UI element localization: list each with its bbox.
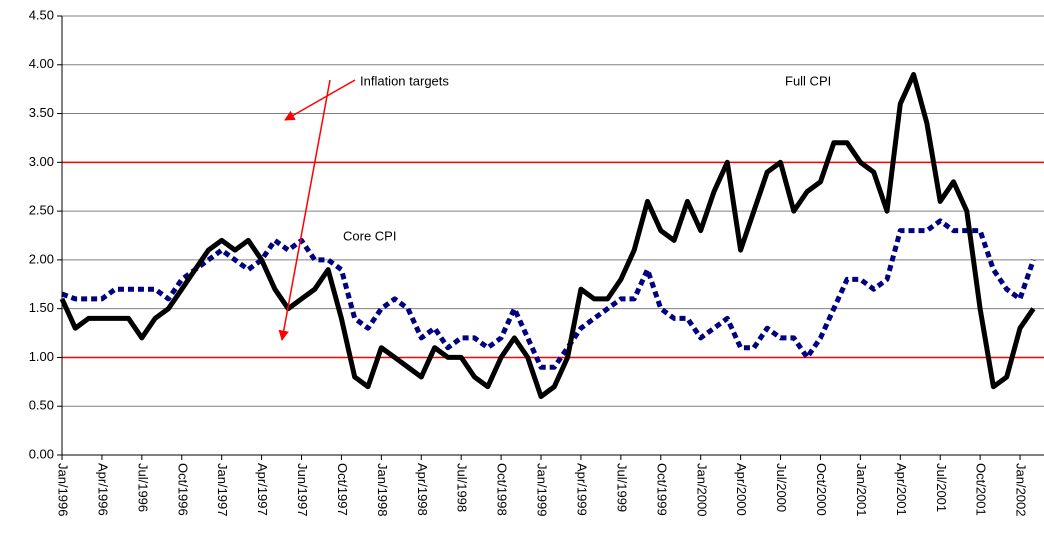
y-tick-label: 2.00	[29, 251, 54, 266]
x-tick-label: Oct/1998	[495, 463, 510, 516]
y-tick-label: 0.50	[29, 398, 54, 413]
x-tick-label: Jan/2000	[694, 463, 709, 517]
x-tick-label: Jan/2001	[854, 463, 869, 517]
x-tick-label: Oct/1997	[335, 463, 350, 516]
x-tick-label: Apr/2001	[894, 463, 909, 516]
y-tick-label: 1.00	[29, 349, 54, 364]
arrow	[278, 79, 331, 342]
x-tick-label: Apr/2000	[734, 463, 749, 516]
x-tick-label: Jan/1998	[375, 463, 390, 517]
annotation: Core CPI	[343, 228, 396, 243]
x-tick-label: Apr/1999	[575, 463, 590, 516]
grid	[62, 15, 1044, 456]
x-tick-label: Oct/2001	[974, 463, 989, 516]
x-tick-label: Jul/2001	[934, 463, 949, 512]
series-line	[59, 72, 1036, 399]
x-tick-label: Jan/1999	[535, 463, 550, 517]
x-tick-label: Apr/1997	[255, 463, 270, 516]
y-tick-label: 1.50	[29, 300, 54, 315]
x-tick-label: Oct/1996	[175, 463, 190, 516]
y-tick-label: 4.50	[29, 7, 54, 22]
x-tick-label: Oct/2000	[814, 463, 829, 516]
y-tick-label: 0.00	[29, 446, 54, 461]
lines	[59, 72, 1036, 399]
x-tick-label: Apr/1998	[415, 463, 430, 516]
series-line	[61, 218, 1036, 370]
x-tick-label: Jul/2000	[774, 463, 789, 512]
y-tick-label: 3.00	[29, 154, 54, 169]
x-tick-label: Jul/1999	[614, 463, 629, 512]
x-tick-label: Jan/1997	[215, 463, 230, 517]
x-tick-label: Jan/1996	[56, 463, 71, 517]
x-tick-label: Jul/1998	[455, 463, 470, 512]
y-tick-label: 2.50	[29, 203, 54, 218]
x-tick-label: Jan/2002	[1014, 463, 1029, 517]
annotation: Inflation targets	[360, 73, 449, 88]
y-tick-label: 3.50	[29, 105, 54, 120]
arrow	[284, 79, 356, 121]
y-tick-label: 4.00	[29, 56, 54, 71]
annotation: Full CPI	[785, 73, 831, 88]
x-tick-label: Oct/1999	[654, 463, 669, 516]
x-tick-label: Apr/1996	[95, 463, 110, 516]
x-tick-label: Jul/1996	[135, 463, 150, 512]
x-tick-label: Jun/1997	[295, 463, 310, 517]
